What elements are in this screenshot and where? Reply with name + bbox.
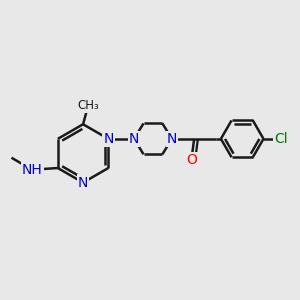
Text: N: N	[129, 132, 139, 146]
Text: Cl: Cl	[274, 132, 287, 146]
Text: N: N	[103, 132, 113, 146]
Text: O: O	[186, 153, 197, 167]
Text: NH: NH	[22, 163, 42, 177]
Text: N: N	[167, 132, 177, 146]
Text: CH₃: CH₃	[77, 99, 99, 112]
Text: N: N	[78, 176, 88, 190]
